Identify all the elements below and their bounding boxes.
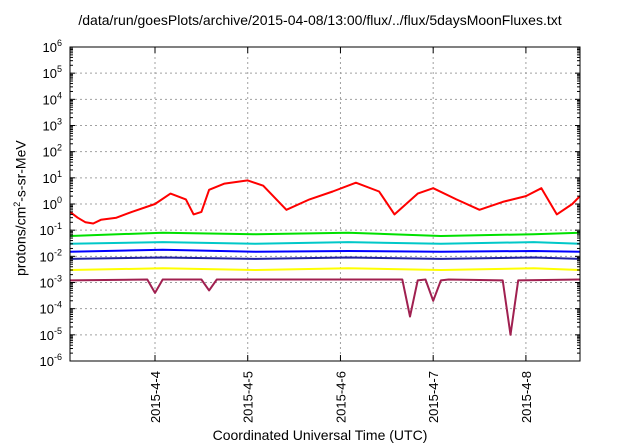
y-tick-label-exponent: -4 [54,300,62,310]
y-tick-label-exponent: -1 [54,221,62,231]
y-tick-label-base: 10 [40,223,54,238]
y-tick-label-base: 10 [43,119,57,134]
y-tick-label-base: 10 [43,197,57,212]
series-line-3 [69,248,581,253]
y-tick-label-exponent: 1 [57,169,62,179]
series-line-5 [69,267,581,271]
series-line-4 [69,256,581,260]
y-axis-label-post: -s-sr-MeV [12,140,29,202]
series-line-1 [69,231,581,237]
y-tick-label: 100 [43,195,62,212]
series-layer [69,179,581,336]
y-tick-label-exponent: -5 [54,326,62,336]
y-tick-label-exponent: 3 [57,117,62,127]
y-axis-label-pre: protons/cm [12,206,29,276]
y-tick-label-base: 10 [43,145,57,160]
x-tick-label: 2015-4-8 [519,371,534,423]
grid-layer [70,47,580,361]
y-tick-label-base: 10 [43,92,57,107]
x-tick-label: 2015-4-4 [148,371,163,423]
x-tick-label: 2015-4-5 [241,371,256,423]
y-tick-label-exponent: 0 [57,195,62,205]
y-tick-label-exponent: 6 [57,38,62,48]
x-tick-label: 2015-4-6 [333,371,348,423]
y-tick-label: 10-5 [40,326,62,343]
y-tick-label-base: 10 [40,354,54,369]
y-tick-label-base: 10 [43,40,57,55]
y-tick-label: 104 [43,90,62,107]
series-line-0 [69,179,581,225]
y-tick-label-base: 10 [40,276,54,291]
y-tick-label-base: 10 [43,66,57,81]
y-tick-label-base: 10 [40,328,54,343]
y-tick-label: 102 [43,143,62,160]
y-tick-label: 103 [43,117,62,134]
series-line-6 [69,278,581,336]
x-axis-label: Coordinated Universal Time (UTC) [212,427,428,443]
y-tick-label-base: 10 [43,171,57,186]
series-line-2 [69,241,581,245]
y-tick-label-base: 10 [40,302,54,317]
y-tick-label-base: 10 [40,249,54,264]
x-tick-label: 2015-4-7 [426,371,441,423]
y-tick-label-exponent: 4 [57,90,62,100]
y-tick-label: 10-1 [40,221,62,238]
axis-layer: 10-610-510-410-310-210-11001011021031041… [40,38,580,423]
y-tick-label: 105 [43,64,62,81]
y-tick-label-exponent: -2 [54,247,62,257]
y-tick-label-exponent: 2 [57,143,62,153]
y-tick-label-exponent: -6 [54,352,62,362]
y-tick-label-exponent: -3 [54,274,62,284]
y-tick-label: 10-3 [40,274,62,291]
y-tick-label: 101 [43,169,62,186]
y-axis-label: protons/cm2-s-sr-MeV [12,140,29,276]
y-tick-label: 10-4 [40,300,62,317]
y-tick-label: 10-2 [40,247,62,264]
chart-title: /data/run/goesPlots/archive/2015-04-08/1… [78,12,562,28]
y-axis-label-sup: 2 [12,201,22,207]
y-tick-label-exponent: 5 [57,64,62,74]
y-tick-label: 10-6 [40,352,62,369]
y-tick-label: 106 [43,38,62,55]
